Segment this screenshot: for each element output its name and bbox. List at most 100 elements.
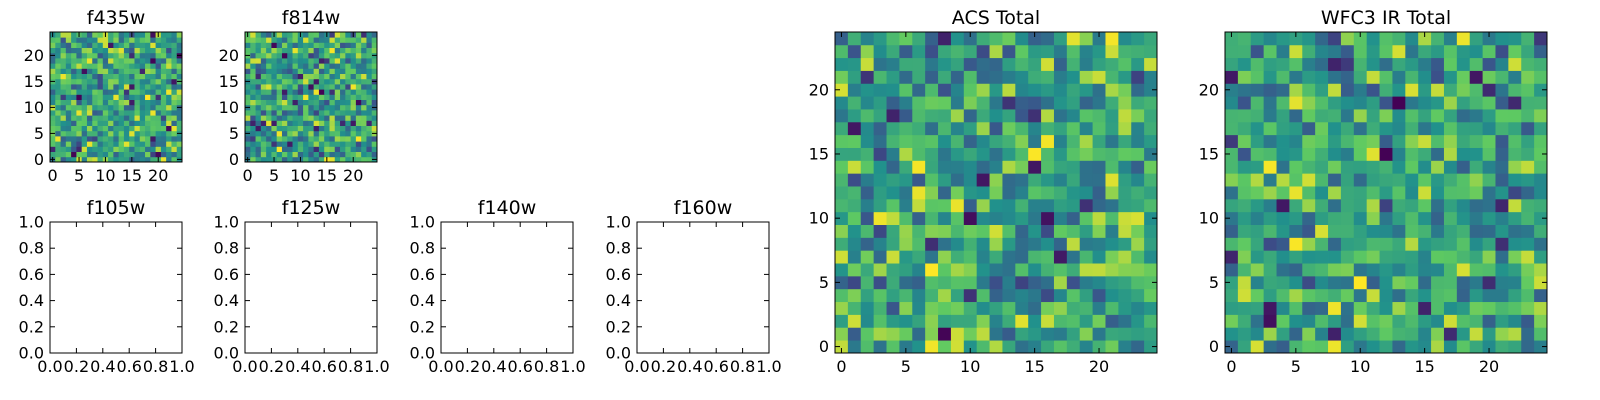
heatmap-cell (950, 288, 965, 303)
heatmap-cell (835, 250, 849, 264)
heatmap-cell (366, 120, 373, 126)
heatmap-cell (139, 151, 146, 158)
heatmap-cell (938, 198, 952, 213)
heatmap-cell (1053, 327, 1068, 341)
heatmap-cell (318, 32, 325, 38)
heatmap-cell (1237, 237, 1252, 251)
heatmap-cell (1079, 288, 1093, 303)
heatmap-cell (123, 47, 130, 54)
heatmap-cell (260, 73, 267, 80)
heatmap-cell (1066, 57, 1081, 71)
heatmap-cell (1225, 109, 1239, 123)
heatmap-cell (102, 42, 109, 48)
heatmap-cell (1144, 237, 1158, 251)
heatmap-cell (355, 52, 362, 59)
heatmap-cell (276, 58, 283, 64)
heatmap-cell (1508, 198, 1522, 213)
heatmap-cell (108, 141, 114, 147)
heatmap-cell (139, 58, 146, 64)
y-tick-label: 15 (219, 72, 239, 91)
heatmap-cell (150, 73, 156, 80)
heatmap-cell (1521, 263, 1535, 277)
heatmap-cell (313, 37, 320, 43)
heatmap-cell (371, 73, 378, 80)
heatmap-cell (324, 125, 330, 132)
heatmap-cell (50, 120, 56, 126)
heatmap-cell (160, 146, 167, 152)
heatmap-cell (1392, 237, 1406, 251)
heatmap-cell (847, 147, 862, 161)
heatmap-cell (1328, 198, 1342, 213)
heatmap-cell (60, 89, 67, 95)
heatmap-cell (297, 115, 304, 121)
heatmap-cell (160, 94, 167, 100)
x-tick-label: 0.2 (651, 357, 676, 376)
heatmap-cell (1250, 237, 1265, 251)
heatmap-cell (1289, 301, 1303, 315)
heatmap-cell (1366, 83, 1380, 97)
heatmap-cell (65, 78, 72, 85)
heatmap-cell (1092, 160, 1106, 174)
heatmap-cell (329, 136, 336, 142)
heatmap-cell (86, 94, 93, 100)
heatmap-cell (1092, 301, 1106, 315)
heatmap-cell (71, 94, 77, 100)
heatmap-cell (1276, 160, 1290, 174)
heatmap-cell (171, 47, 178, 54)
heatmap-cell (118, 47, 125, 54)
heatmap-cell (1250, 301, 1265, 315)
heatmap-cell (1131, 134, 1145, 148)
heatmap-cell (129, 130, 135, 137)
heatmap-cell (250, 47, 256, 54)
heatmap-cell (1092, 96, 1106, 110)
heatmap-cell (361, 104, 367, 111)
heatmap-cell (1066, 314, 1081, 328)
heatmap-cell (1418, 263, 1432, 277)
heatmap-cell (1456, 83, 1471, 97)
y-tick-label: 0 (34, 150, 44, 169)
heatmap-cell (1302, 70, 1316, 84)
heatmap-cell (925, 44, 939, 59)
heatmap-cell (176, 84, 183, 90)
heatmap-cell (899, 44, 913, 59)
heatmap-cell (329, 99, 336, 106)
heatmap-cell (318, 42, 325, 48)
heatmap-cell (899, 288, 913, 303)
heatmap-cell (292, 136, 299, 142)
heatmap-cell (60, 63, 67, 69)
heatmap-cell (150, 68, 156, 74)
heatmap-cell (160, 141, 167, 147)
heatmap-cell (71, 146, 77, 152)
x-tick-label: 0 (836, 357, 846, 376)
heatmap-cell (1469, 237, 1483, 251)
heatmap-cell (1105, 301, 1119, 315)
heatmap-cell (1418, 301, 1432, 315)
heatmap-cell (318, 73, 325, 80)
heatmap-cell (1131, 83, 1145, 97)
heatmap-cell (1105, 250, 1119, 264)
heatmap-cell (1508, 173, 1522, 187)
heatmap-cell (276, 130, 283, 137)
heatmap-cell (81, 99, 88, 106)
heatmap-cell (1144, 340, 1158, 354)
heatmap-cell (873, 147, 887, 161)
heatmap-cell (1144, 186, 1158, 200)
heatmap-cell (912, 301, 926, 315)
heatmap-cell (260, 32, 267, 38)
heatmap-cell (989, 134, 1003, 148)
heatmap-cell (1405, 160, 1419, 174)
heatmap-cell (963, 186, 978, 200)
heatmap-cell (71, 68, 77, 74)
heatmap-cell (886, 160, 900, 174)
heatmap-cell (1041, 70, 1055, 84)
heatmap-cell (938, 121, 952, 136)
heatmap-cell (835, 57, 849, 71)
heatmap-cell (123, 78, 130, 85)
heatmap-cell (873, 109, 887, 123)
heatmap-cell (886, 173, 900, 187)
heatmap-cell (1431, 250, 1445, 264)
heatmap-cell (50, 42, 56, 48)
heatmap-cell (324, 84, 330, 90)
heatmap-cell (1405, 57, 1419, 71)
heatmap-cell (324, 120, 330, 126)
